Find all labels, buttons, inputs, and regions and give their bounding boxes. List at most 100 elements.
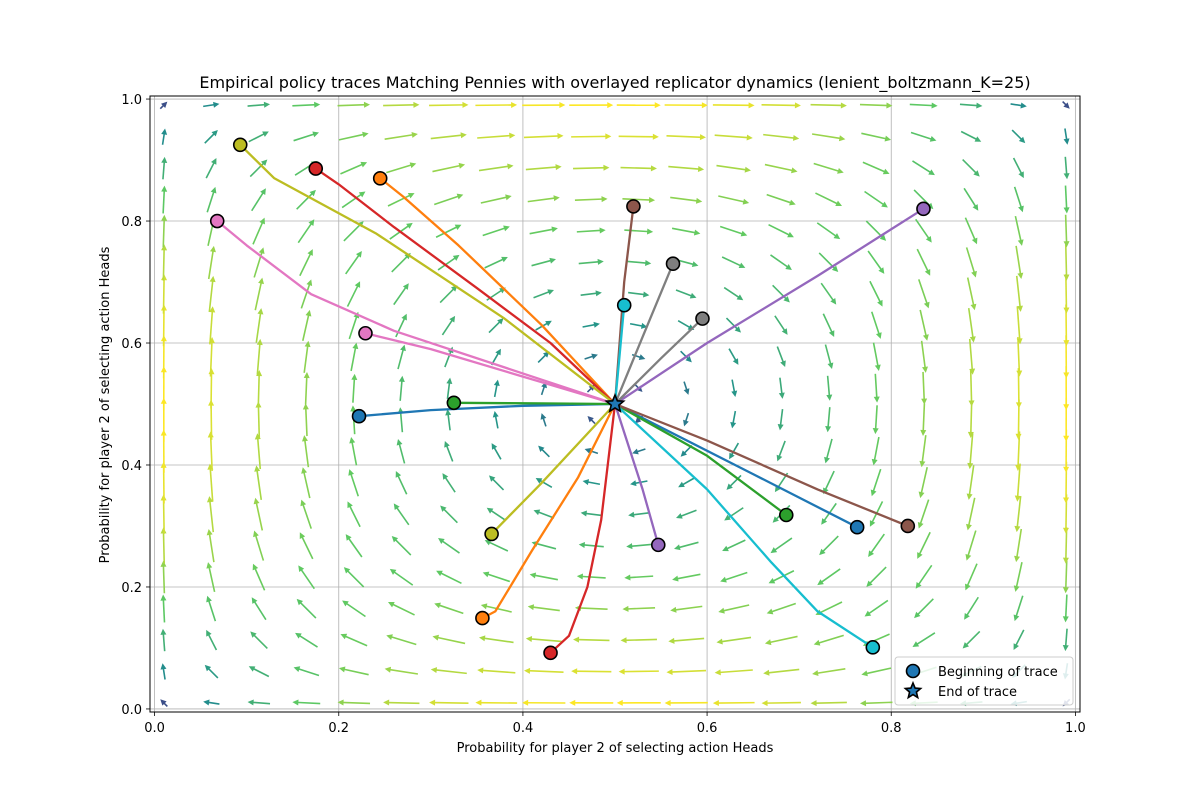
field-arrow (712, 700, 755, 707)
field-arrow-shaft (774, 315, 787, 333)
field-arrow-shaft (247, 103, 267, 107)
field-arrow-shaft (912, 160, 932, 174)
field-arrow-head (607, 102, 614, 109)
field-arrow (915, 564, 933, 589)
field-arrow (205, 158, 217, 179)
field-arrow (965, 563, 978, 591)
field-arrow-head (837, 168, 844, 174)
field-arrow (963, 187, 979, 211)
field-arrow (299, 532, 314, 560)
field-arrow-shaft (628, 575, 654, 579)
field-arrow (582, 321, 600, 328)
field-arrow-shaft (869, 533, 885, 555)
field-arrow-head (573, 636, 580, 643)
field-arrow-shaft (626, 260, 648, 264)
field-arrow-head (501, 256, 508, 263)
field-arrow-head (1063, 466, 1070, 473)
field-arrow (1014, 215, 1024, 246)
field-arrow-head (462, 101, 469, 108)
field-arrow-shaft (447, 412, 451, 431)
field-arrow (683, 412, 690, 427)
field-arrow-head (211, 158, 217, 165)
field-arrow-shaft (304, 407, 308, 437)
field-arrow-shaft (533, 290, 551, 299)
field-arrow-shaft (918, 279, 929, 305)
field-arrow-head (553, 195, 560, 202)
field-arrow-head (446, 377, 453, 384)
field-arrow-head (507, 163, 514, 170)
field-arrow-shaft (439, 287, 456, 304)
field-arrow-head (582, 479, 590, 486)
trace-line (614, 402, 909, 528)
field-arrow-head (672, 575, 679, 582)
field-arrow-shaft (482, 227, 507, 237)
field-arrow (446, 377, 453, 399)
field-arrow (628, 291, 650, 298)
field-arrow-shaft (865, 667, 892, 675)
field-arrow-shaft (582, 544, 604, 548)
field-arrow (1062, 527, 1069, 564)
field-arrow (776, 440, 786, 462)
field-arrow-head (248, 666, 256, 672)
field-arrow (967, 401, 974, 438)
field-arrow (533, 289, 554, 299)
field-arrow (714, 669, 753, 676)
field-arrow-head (210, 245, 216, 253)
field-arrow-shaft (249, 161, 266, 178)
field-arrow-head (338, 666, 346, 673)
field-arrow-head (724, 514, 731, 521)
field-arrow-head (401, 313, 407, 321)
field-arrow (522, 102, 566, 109)
field-arrow (964, 596, 979, 620)
field-arrow-head (884, 135, 892, 142)
field-arrow (678, 477, 695, 488)
field-arrow (488, 318, 504, 334)
field-arrow-shaft (298, 634, 318, 648)
legend-label-start: Beginning of trace (938, 665, 1058, 680)
field-arrow-head (966, 493, 973, 500)
field-arrow-head (204, 664, 212, 672)
field-arrow-shaft (531, 606, 560, 612)
field-arrow-shaft (861, 132, 888, 140)
field-arrow-head (766, 608, 774, 615)
field-arrow-head (209, 306, 216, 313)
field-arrow-head (924, 269, 931, 276)
field-arrow (770, 537, 793, 554)
field-arrow-head (722, 545, 729, 552)
field-arrow-shaft (162, 598, 166, 623)
field-arrow-shaft (910, 131, 933, 141)
field-arrow-head (482, 571, 490, 578)
field-arrow-head (632, 448, 639, 455)
field-arrow-head (1018, 136, 1026, 144)
field-arrow-shaft (529, 228, 555, 235)
field-arrow-shaft (728, 348, 738, 362)
field-arrow-head (920, 429, 927, 437)
field-arrow-head (557, 133, 564, 140)
field-arrow-shaft (874, 405, 878, 431)
field-arrow-shaft (207, 633, 218, 651)
field-arrow-head (783, 296, 790, 303)
field-arrow-shaft (677, 541, 699, 549)
field-arrow-head (868, 550, 875, 558)
field-arrow-shaft (255, 311, 262, 343)
field-arrow (475, 101, 518, 108)
field-arrow (523, 133, 564, 140)
field-arrow-head (569, 699, 576, 706)
field-arrow-head (206, 528, 213, 536)
field-arrow-head (742, 198, 750, 205)
field-arrow-head (511, 101, 518, 108)
field-arrow-head (770, 547, 778, 554)
field-arrow (482, 571, 511, 583)
field-arrow-shaft (303, 439, 310, 468)
field-arrow-shaft (300, 535, 314, 560)
field-arrow-shaft (766, 193, 793, 204)
field-arrow (298, 565, 315, 590)
field-arrow-head (551, 226, 558, 233)
field-arrow-head (970, 303, 977, 311)
field-arrow-shaft (827, 407, 831, 429)
field-arrow-head (731, 390, 738, 397)
field-arrow (255, 308, 264, 343)
field-arrow-head (826, 394, 833, 401)
field-arrow-head (384, 666, 392, 673)
